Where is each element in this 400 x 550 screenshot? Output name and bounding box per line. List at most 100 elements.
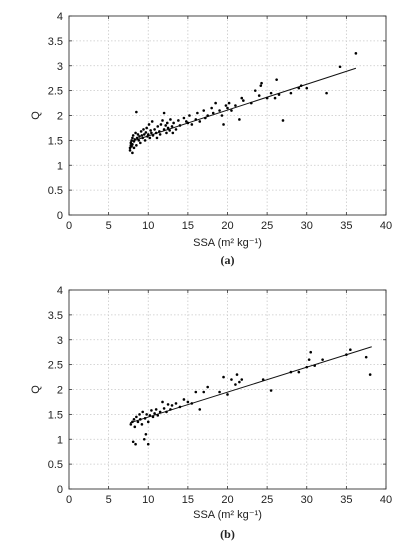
data-point [224, 104, 228, 107]
data-point [238, 118, 241, 121]
data-point [338, 65, 342, 69]
data-point [230, 378, 233, 381]
data-point [349, 348, 352, 352]
data-point [156, 125, 160, 128]
data-point [364, 355, 368, 359]
data-point [162, 128, 166, 131]
data-point [158, 410, 162, 414]
x-tick-label: 10 [142, 220, 154, 232]
data-point [144, 131, 148, 134]
data-point [148, 414, 152, 417]
y-axis-label: Q [30, 111, 42, 120]
data-point [277, 93, 281, 96]
data-point [150, 120, 154, 123]
data-point [198, 408, 202, 411]
data-point [142, 128, 145, 131]
data-point [354, 52, 358, 55]
x-tick-label: 30 [301, 220, 313, 232]
data-point [226, 393, 229, 396]
data-point [135, 136, 139, 140]
data-point [242, 99, 245, 102]
data-point [206, 114, 209, 117]
data-point [150, 409, 153, 412]
data-point [146, 442, 150, 446]
data-point [137, 139, 141, 142]
data-point [135, 144, 138, 147]
data-point [169, 118, 172, 121]
x-axis-label: SSA (m² kg⁻¹) [193, 237, 262, 249]
data-point [190, 402, 194, 405]
data-point [151, 415, 155, 419]
y-tick-label: 3 [57, 61, 63, 73]
data-point [136, 420, 140, 424]
data-point [269, 389, 273, 392]
data-point [297, 86, 301, 90]
data-point [146, 133, 150, 136]
data-point [150, 131, 153, 135]
data-point [133, 425, 137, 429]
x-tick-label: 5 [106, 220, 112, 232]
x-tick-label: 40 [380, 494, 392, 506]
data-point [234, 383, 237, 386]
data-point [202, 109, 206, 112]
data-point [168, 129, 171, 132]
x-axis-label: SSA (m² kg⁻¹) [193, 509, 262, 521]
y-tick-label: 4 [57, 285, 63, 297]
x-tick-label: 0 [66, 220, 72, 232]
data-point [238, 380, 241, 384]
data-point [128, 149, 132, 152]
data-point [218, 109, 221, 112]
data-point [164, 124, 167, 127]
x-tick-label: 30 [301, 494, 313, 506]
data-point [211, 111, 215, 115]
data-point [131, 134, 135, 137]
data-point [186, 400, 190, 404]
data-point [161, 400, 164, 404]
chart-panel-a: 0 5 10 15 20 25 30 35 40 0 0.5 1 1.5 2 2.5 3 3.5 4 SSA (m²… [30, 11, 392, 267]
y-tick-label: 2 [57, 111, 63, 123]
data-point [182, 398, 186, 401]
y-tick-label: 2.5 [48, 360, 63, 372]
x-tick-label: 40 [380, 220, 392, 232]
data-point [321, 358, 324, 361]
data-point [139, 130, 143, 133]
data-point [146, 135, 149, 138]
data-point [188, 114, 191, 117]
data-point [196, 111, 199, 115]
y-tick-label: 3.5 [48, 310, 63, 322]
data-point [165, 121, 169, 125]
data-point [172, 121, 175, 125]
data-point [139, 141, 142, 145]
chart-panel-b: 0 5 10 15 20 25 30 35 40 0 0.5 1 1.5 2 2.5 3 3.5 4 SSA (m²… [30, 285, 392, 541]
data-point [345, 353, 348, 356]
data-point [131, 151, 134, 155]
data-point [146, 420, 150, 424]
data-point [178, 124, 182, 127]
data-point [220, 114, 224, 117]
data-point [186, 121, 190, 125]
data-point [325, 91, 328, 95]
data-point [165, 131, 168, 135]
x-tick-label: 25 [261, 220, 273, 232]
data-point [149, 129, 152, 132]
data-point [134, 131, 137, 135]
y-axis-label: Q [30, 385, 42, 394]
data-point [269, 91, 273, 95]
data-point [165, 410, 168, 414]
data-point [259, 84, 263, 87]
panel-label: (a) [221, 253, 235, 267]
data-point [140, 423, 144, 426]
data-point [210, 106, 213, 110]
y-tick-label: 2.5 [48, 86, 63, 98]
data-point [147, 123, 151, 126]
data-point [131, 420, 134, 424]
data-point [151, 134, 155, 137]
data-point [145, 126, 148, 130]
x-tick-label: 10 [142, 494, 154, 506]
y-tick-label: 4 [57, 11, 63, 23]
y-tick-label: 1 [57, 160, 63, 172]
y-tick-label: 1.5 [48, 135, 63, 147]
data-point [305, 86, 309, 90]
data-point [154, 408, 158, 411]
